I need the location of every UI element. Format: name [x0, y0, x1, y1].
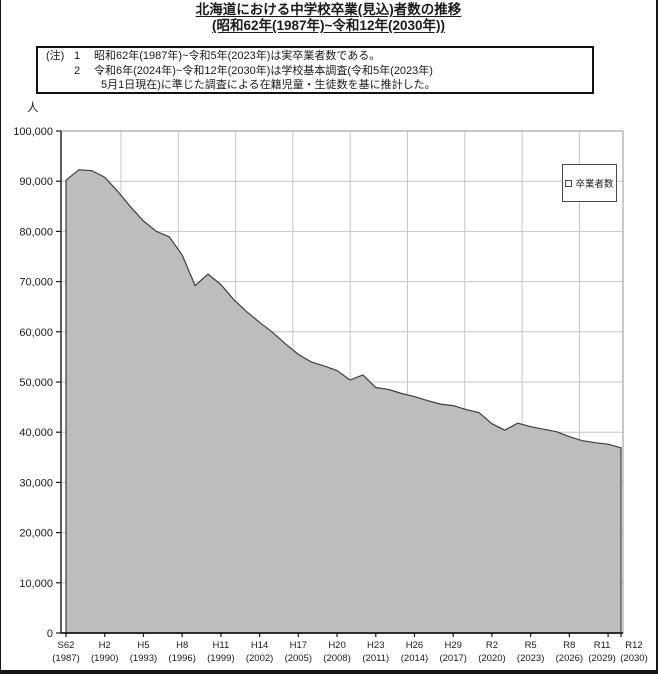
y-tick-label: 30,000 [19, 477, 53, 489]
note-line: 2 令和6年(2024年)~令和12年(2030年)は学校基本調査(令和5年(2… [38, 64, 592, 79]
legend-box: 卒業者数 [562, 164, 617, 202]
x-tick-year-label: (2030) [620, 653, 647, 664]
x-axis-ticks [65, 633, 622, 637]
x-tick-era-label: R8 [563, 640, 575, 651]
x-tick-year-label: (2014) [401, 653, 428, 664]
x-tick-year-label: (1993) [130, 653, 157, 664]
y-tick-label: 20,000 [19, 528, 53, 540]
x-tick-year-label: (2029) [588, 653, 615, 664]
x-tick-year-label: (2008) [323, 653, 350, 664]
x-tick-year-label: (1996) [168, 653, 195, 664]
x-tick-era-label: H5 [137, 640, 149, 651]
x-tick-era-label: R2 [486, 640, 498, 651]
y-tick-label: 60,000 [19, 327, 53, 339]
x-tick-year-label: (2005) [285, 653, 312, 664]
x-tick-era-label: H17 [290, 640, 307, 651]
y-axis-ticks [56, 130, 61, 634]
x-tick-era-label: H26 [406, 640, 423, 651]
x-tick-era-label: R12 [625, 640, 642, 651]
y-tick-label: 70,000 [19, 277, 53, 289]
y-tick-label: 10,000 [19, 578, 53, 590]
page-title: 北海道における中学校卒業(見込)者数の推移 [195, 2, 462, 17]
area-series [65, 169, 622, 634]
x-tick-era-label: H2 [99, 640, 111, 651]
note-text: 5月1日現在)に準じた調査による在籍児童・生徒数を基に推計した。 [101, 79, 436, 92]
x-tick-year-label: (2017) [439, 653, 466, 664]
x-tick-year-label: (2020) [478, 653, 505, 664]
note-prefix: (注) [46, 50, 65, 62]
x-tick-year-label: (2023) [517, 653, 544, 664]
y-tick-label: 40,000 [19, 427, 53, 439]
note-number: 1 [74, 50, 81, 62]
y-tick-label: 0 [47, 628, 53, 640]
x-tick-year-label: (1999) [207, 653, 234, 664]
plot-frame [61, 130, 624, 633]
x-axis-labels: S62 (1987) H2 (1990) H5 (1993) H8 (1996) H11 (199… [52, 640, 647, 664]
y-axis-unit-label: 人 [27, 102, 39, 114]
x-tick-era-label: H20 [328, 640, 345, 651]
x-tick-era-label: H8 [176, 640, 188, 651]
x-tick-year-label: (2026) [556, 653, 583, 664]
x-tick-year-label: (2002) [246, 653, 273, 664]
y-tick-label: 50,000 [19, 377, 53, 389]
note-line: (注) 1 昭和62年(1987年)~令和5年(2023年)は実卒業者数である。 [38, 49, 592, 64]
y-axis-labels: 0 10,000 20,000 30,000 40,000 50,000 60,000 70,… [13, 126, 53, 640]
note-text: 昭和62年(1987年)~令和5年(2023年)は実卒業者数である。 [94, 50, 381, 62]
legend-label: 卒業者数 [575, 179, 614, 190]
x-tick-era-label: R11 [594, 640, 611, 651]
note-text: 令和6年(2024年)~令和12年(2030年)は学校基本調査(令和5年(202… [94, 64, 433, 77]
x-tick-era-label: H23 [367, 640, 384, 651]
x-tick-year-label: (1987) [52, 653, 79, 664]
y-tick-label: 100,000 [13, 126, 53, 138]
x-tick-era-label: R5 [525, 640, 537, 651]
x-tick-era-label: H11 [213, 640, 230, 651]
note-number: 2 [74, 64, 81, 77]
y-tick-label: 90,000 [19, 176, 53, 188]
x-tick-era-label: H29 [444, 640, 461, 651]
note-box: (注) 1 昭和62年(1987年)~令和5年(2023年)は実卒業者数である。… [36, 46, 594, 94]
x-tick-era-label: H14 [251, 640, 268, 651]
x-tick-era-label: S62 [58, 640, 75, 651]
page-subtitle: (昭和62年(1987年)~令和12年(2030年)) [212, 18, 445, 33]
y-tick-label: 80,000 [19, 226, 53, 238]
series-marker-icon [565, 179, 573, 187]
x-tick-year-label: (1990) [91, 653, 118, 664]
graduates-area [65, 169, 622, 634]
note-line: 5月1日現在)に準じた調査による在籍児童・生徒数を基に推計した。 [38, 78, 592, 93]
x-tick-year-label: (2011) [362, 653, 389, 664]
